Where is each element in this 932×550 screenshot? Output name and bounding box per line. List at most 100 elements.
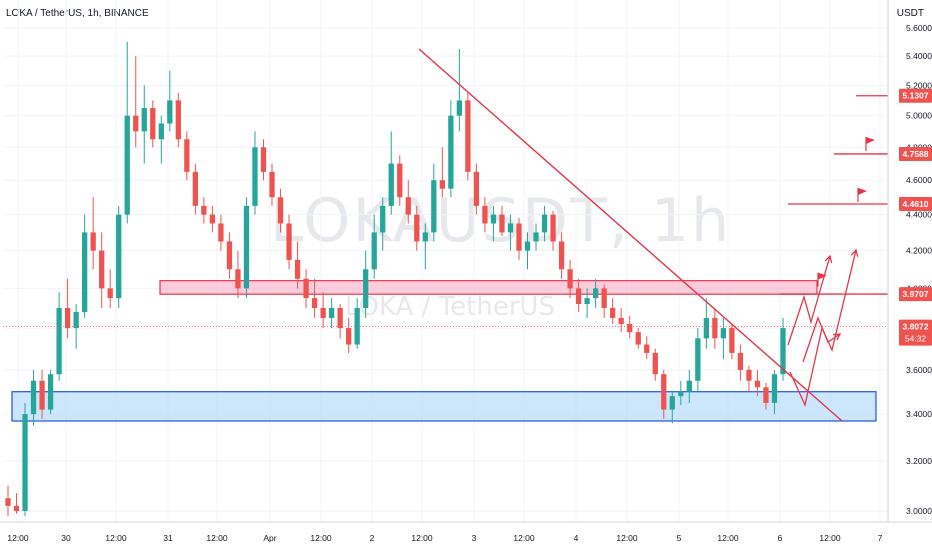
candle-body	[337, 307, 343, 329]
y-tick-label: 3.0000	[906, 506, 932, 516]
candle-body	[175, 100, 181, 140]
candle-body	[575, 288, 582, 305]
candle-body	[627, 324, 633, 333]
projection-arrow-short-head	[832, 333, 842, 341]
candle-body	[763, 387, 769, 403]
projection-arrow-lower-head	[850, 248, 859, 257]
projection-arrow-upper-head	[824, 254, 833, 263]
candle-body	[294, 259, 301, 279]
candle-body	[286, 223, 292, 260]
candle-body	[243, 205, 250, 289]
candle-body	[712, 317, 718, 339]
y-tick-label: 3.6000	[906, 365, 932, 375]
candle-body	[678, 391, 684, 397]
x-tick-label: 7	[878, 533, 883, 543]
candle-body	[661, 374, 667, 410]
descending-trendline[interactable]	[418, 48, 843, 422]
candle-body	[235, 269, 241, 289]
candle-body	[456, 100, 463, 116]
x-tick-label: 12:00	[513, 533, 535, 543]
candle-body	[780, 328, 786, 375]
candle-body	[541, 214, 548, 233]
candle-body	[550, 214, 556, 242]
name-watermark: LOKA / TetherUS	[345, 292, 556, 322]
candle-body	[252, 147, 258, 206]
y-tick-label: 5.2000	[906, 80, 932, 90]
candle-body	[610, 307, 616, 318]
resistance-flag	[818, 272, 827, 280]
projection-arrow-lower[interactable]	[789, 249, 857, 408]
x-tick-label: Apr	[263, 533, 276, 543]
price-tag	[899, 88, 932, 103]
price-tag-value: 3.9707	[903, 289, 929, 299]
candle-body	[473, 171, 480, 206]
x-tick-label: 12:00	[105, 533, 127, 543]
resistance-zone[interactable]	[159, 280, 818, 295]
price-tag	[899, 146, 932, 161]
candle-body	[56, 307, 62, 375]
y-tick-label: 4.4000	[906, 210, 932, 220]
candle-body	[567, 269, 573, 289]
x-tick-label: 12:00	[411, 533, 433, 543]
price-tag-value: 4.4610	[903, 199, 929, 209]
candle-body	[644, 344, 650, 353]
price-tag	[899, 319, 932, 346]
candle-body	[601, 288, 607, 308]
candle-body	[431, 180, 437, 233]
candle-body	[414, 214, 420, 242]
x-tick-label: 12:00	[616, 533, 638, 543]
candle-body	[303, 278, 309, 299]
x-tick-label: 2	[370, 533, 375, 543]
x-tick-label: 12:00	[717, 533, 739, 543]
candle-body	[39, 380, 45, 410]
projection-arrow-short[interactable]	[802, 316, 841, 363]
candle-body	[158, 123, 164, 140]
candle-body	[448, 115, 454, 189]
candle-body	[405, 197, 411, 215]
x-tick-label: 12:00	[206, 533, 228, 543]
projection-arrow-upper[interactable]	[787, 255, 831, 346]
x-tick-label: 4	[574, 533, 579, 543]
candle-body	[209, 214, 216, 224]
candle-body	[22, 414, 28, 511]
x-tick-label: 12:00	[310, 533, 332, 543]
candle-body	[5, 498, 11, 506]
x-tick-label: 6	[778, 533, 783, 543]
candle-body	[371, 232, 377, 270]
x-tick-label: 12:00	[819, 533, 841, 543]
y-tick-label: 3.4000	[906, 409, 932, 419]
candle-body	[47, 374, 54, 410]
candle-body	[754, 380, 761, 388]
candle-body	[686, 380, 692, 392]
candle-body	[669, 396, 675, 410]
candle-body	[124, 115, 130, 215]
candle-body	[380, 205, 386, 233]
candle-body	[422, 232, 428, 242]
candle-body	[346, 328, 352, 345]
x-tick-label: 3	[472, 533, 477, 543]
price-tag-value: 3.8072	[903, 322, 929, 332]
candle-body	[584, 298, 590, 305]
price-tag	[899, 196, 932, 211]
x-tick-label: 5	[677, 533, 682, 543]
support-zone[interactable]	[11, 391, 877, 422]
candle-body	[737, 352, 744, 370]
target-flag	[858, 187, 867, 195]
candle-body	[618, 317, 624, 325]
price-axis-currency: USDT	[896, 8, 924, 19]
candle-body	[320, 307, 326, 318]
candle-body	[269, 171, 275, 198]
chart-title: LOKA / TetherUS, 1h, BINANCE	[6, 8, 149, 19]
x-tick-label: 31	[163, 533, 173, 543]
candle-body	[64, 307, 71, 329]
candle-body	[533, 232, 539, 242]
candle-body	[141, 107, 147, 132]
candle-body	[499, 214, 505, 233]
countdown-timer: 54:32	[905, 334, 927, 344]
candle-body	[167, 100, 173, 124]
y-tick-label: 5.0000	[906, 111, 932, 121]
candle-body	[133, 115, 139, 132]
candle-body	[73, 311, 79, 329]
target-flag	[866, 136, 875, 144]
